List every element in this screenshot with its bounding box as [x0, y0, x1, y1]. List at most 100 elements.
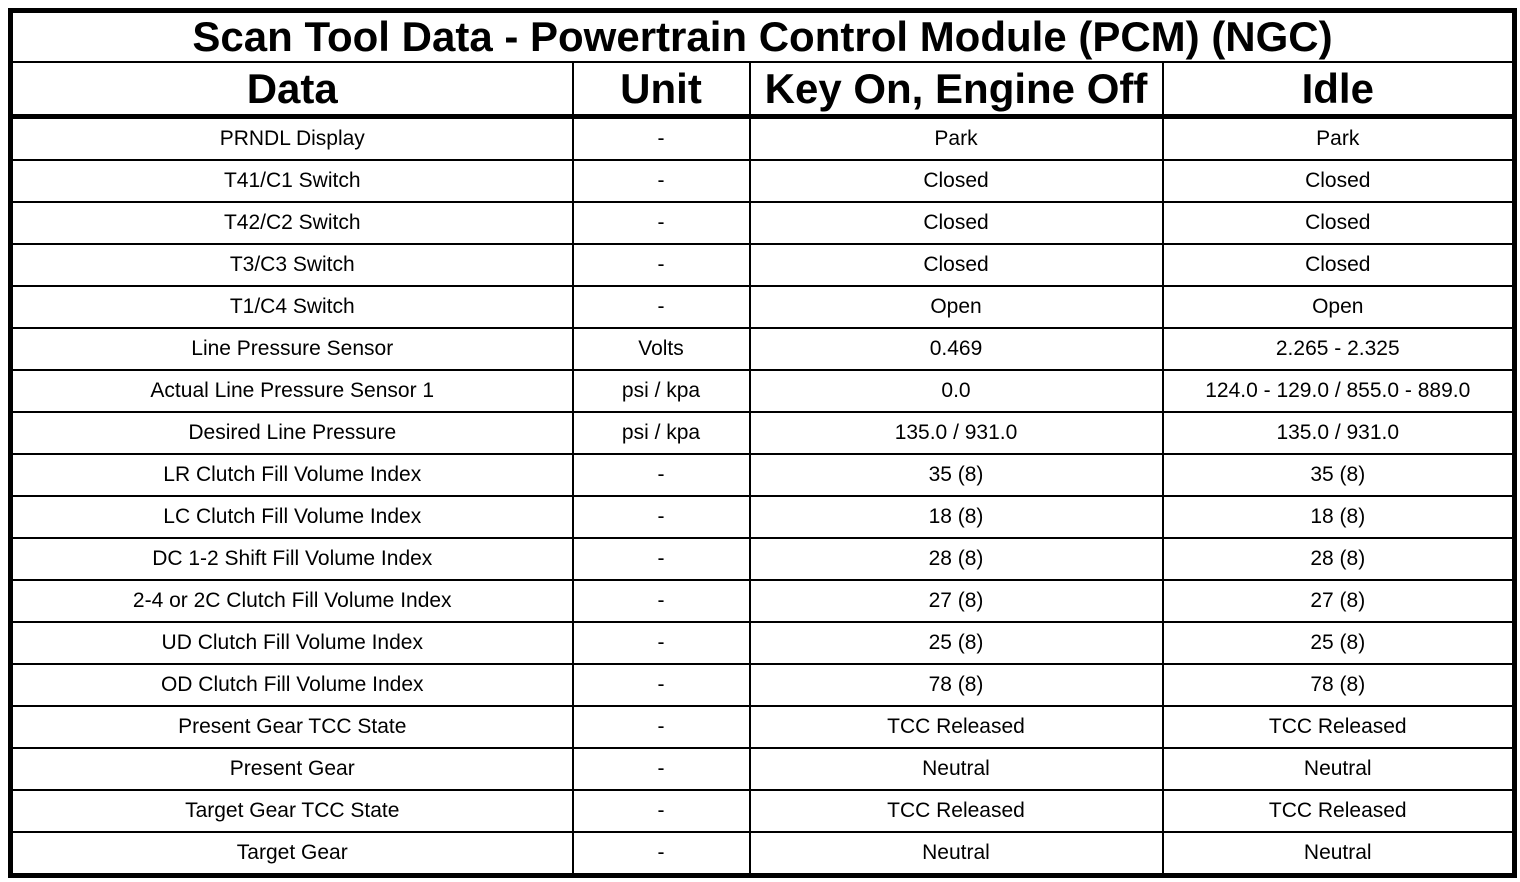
cell-key-on-engine-off: Closed	[748, 243, 1164, 287]
cell-key-on-engine-off: 28 (8)	[748, 537, 1164, 581]
cell-idle: Open	[1161, 285, 1516, 329]
cell-idle: Closed	[1161, 159, 1516, 203]
cell-idle: Park	[1161, 115, 1516, 161]
cell-data-label: T42/C2 Switch	[9, 201, 574, 245]
cell-key-on-engine-off: 25 (8)	[748, 621, 1164, 665]
table-body: PRNDL Display - Park Park T41/C1 Switch - Clos…	[9, 115, 1516, 877]
cell-key-on-engine-off: 78 (8)	[748, 663, 1164, 707]
cell-idle: 28 (8)	[1161, 537, 1516, 581]
cell-idle: TCC Released	[1161, 789, 1516, 833]
cell-idle: 135.0 / 931.0	[1161, 411, 1516, 455]
cell-unit: psi / kpa	[571, 411, 751, 455]
table-row: Target Gear - Neutral Neutral	[9, 831, 1516, 877]
table-header-row: Data Unit Key On, Engine Off Idle	[10, 62, 1515, 119]
cell-unit: -	[571, 537, 751, 581]
cell-unit: -	[571, 621, 751, 665]
column-header-unit: Unit	[571, 62, 750, 119]
cell-idle: 25 (8)	[1161, 621, 1516, 665]
cell-key-on-engine-off: 18 (8)	[748, 495, 1164, 539]
table-row: 2-4 or 2C Clutch Fill Volume Index -27 (8…	[9, 579, 1516, 623]
cell-key-on-engine-off: 35 (8)	[748, 453, 1164, 497]
cell-idle: Neutral	[1161, 747, 1516, 791]
table-row: Present Gear - Neutral Neutral	[9, 747, 1516, 791]
cell-data-label: T3/C3 Switch	[9, 243, 574, 287]
cell-data-label: Present Gear	[9, 747, 574, 791]
cell-unit: -	[571, 201, 751, 245]
table-row: T41/C1 Switch - Closed Closed	[9, 159, 1516, 203]
table-row: LC Clutch Fill Volume Index -18 (8) 18 (8)	[9, 495, 1516, 539]
cell-data-label: T1/C4 Switch	[9, 285, 574, 329]
cell-data-label: Present Gear TCC State	[9, 705, 574, 749]
cell-unit: Volts	[571, 327, 751, 371]
cell-data-label: OD Clutch Fill Volume Index	[9, 663, 574, 707]
cell-key-on-engine-off: Neutral	[748, 747, 1164, 791]
cell-key-on-engine-off: 135.0 / 931.0	[748, 411, 1164, 455]
cell-unit: -	[571, 579, 751, 623]
cell-unit: -	[571, 747, 751, 791]
table-row: T1/C4 Switch - Open Open	[9, 285, 1516, 329]
cell-unit: -	[571, 495, 751, 539]
cell-unit: -	[571, 115, 751, 161]
cell-idle: 35 (8)	[1161, 453, 1516, 497]
cell-idle: 124.0 - 129.0 / 855.0 - 889.0	[1161, 369, 1516, 413]
cell-data-label: Line Pressure Sensor	[9, 327, 574, 371]
table-row: Line Pressure Sensor Volts 0.469 2.265 - 2.…	[9, 327, 1516, 371]
table-row: T42/C2 Switch - Closed Closed	[9, 201, 1516, 245]
cell-data-label: PRNDL Display	[9, 115, 574, 161]
cell-idle: Closed	[1161, 243, 1516, 287]
cell-data-label: LR Clutch Fill Volume Index	[9, 453, 574, 497]
cell-data-label: DC 1-2 Shift Fill Volume Index	[9, 537, 574, 581]
cell-unit: -	[571, 789, 751, 833]
table-row: Actual Line Pressure Sensor 1 psi / kpa 0.…	[9, 369, 1516, 413]
cell-key-on-engine-off: TCC Released	[748, 705, 1164, 749]
table-title: Scan Tool Data - Powertrain Control Modu…	[10, 10, 1515, 63]
table-title-row: Scan Tool Data - Powertrain Control Modu…	[10, 10, 1515, 63]
cell-idle: Neutral	[1161, 831, 1516, 877]
cell-idle: 78 (8)	[1161, 663, 1516, 707]
cell-key-on-engine-off: TCC Released	[748, 789, 1164, 833]
cell-data-label: 2-4 or 2C Clutch Fill Volume Index	[9, 579, 574, 623]
cell-unit: -	[571, 243, 751, 287]
cell-unit: psi / kpa	[571, 369, 751, 413]
table-row: LR Clutch Fill Volume Index -35 (8) 35 (8)	[9, 453, 1516, 497]
cell-unit: -	[571, 159, 751, 203]
table-row: Target Gear TCC State - TCC Released TCC Re…	[9, 789, 1516, 833]
cell-key-on-engine-off: Closed	[748, 201, 1164, 245]
cell-idle: 18 (8)	[1161, 495, 1516, 539]
table-row: PRNDL Display - Park Park	[9, 115, 1516, 161]
cell-key-on-engine-off: Closed	[748, 159, 1164, 203]
table-row: DC 1-2 Shift Fill Volume Index -28 (8) 28 …	[9, 537, 1516, 581]
cell-key-on-engine-off: 0.469	[748, 327, 1164, 371]
column-header-key-on-engine-off: Key On, Engine Off	[748, 62, 1163, 119]
cell-idle: TCC Released	[1161, 705, 1516, 749]
cell-data-label: T41/C1 Switch	[9, 159, 574, 203]
table-row: OD Clutch Fill Volume Index -78 (8) 78 (8)	[9, 663, 1516, 707]
cell-key-on-engine-off: Open	[748, 285, 1164, 329]
cell-key-on-engine-off: Neutral	[748, 831, 1164, 877]
cell-unit: -	[571, 285, 751, 329]
cell-data-label: Target Gear	[9, 831, 574, 877]
table-row: UD Clutch Fill Volume Index -25 (8) 25 (8)	[9, 621, 1516, 665]
cell-data-label: Actual Line Pressure Sensor 1	[9, 369, 574, 413]
cell-data-label: Desired Line Pressure	[9, 411, 574, 455]
cell-data-label: LC Clutch Fill Volume Index	[9, 495, 574, 539]
table-row: Desired Line Pressure psi / kpa 135.0 / 93…	[9, 411, 1516, 455]
cell-key-on-engine-off: 27 (8)	[748, 579, 1164, 623]
cell-key-on-engine-off: 0.0	[748, 369, 1164, 413]
table-row: Present Gear TCC State - TCC Released TCC R…	[9, 705, 1516, 749]
cell-data-label: Target Gear TCC State	[9, 789, 574, 833]
cell-unit: -	[571, 831, 751, 877]
cell-idle: Closed	[1161, 201, 1516, 245]
cell-idle: 27 (8)	[1161, 579, 1516, 623]
column-header-data: Data	[10, 62, 573, 119]
cell-unit: -	[571, 705, 751, 749]
cell-unit: -	[571, 453, 751, 497]
table-row: T3/C3 Switch - Closed Closed	[9, 243, 1516, 287]
cell-unit: -	[571, 663, 751, 707]
cell-key-on-engine-off: Park	[748, 115, 1164, 161]
cell-idle: 2.265 - 2.325	[1161, 327, 1516, 371]
cell-data-label: UD Clutch Fill Volume Index	[9, 621, 574, 665]
scan-tool-data-table: Scan Tool Data - Powertrain Control Modu…	[8, 8, 1518, 878]
column-header-idle: Idle	[1161, 62, 1515, 119]
